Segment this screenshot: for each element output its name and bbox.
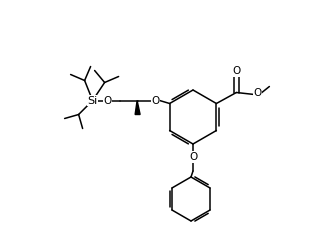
Text: O: O [253,88,261,99]
Polygon shape [135,100,140,114]
Text: O: O [104,95,112,106]
Text: O: O [152,95,160,106]
Text: O: O [232,66,241,77]
Text: Si: Si [87,95,98,106]
Text: O: O [189,152,197,162]
